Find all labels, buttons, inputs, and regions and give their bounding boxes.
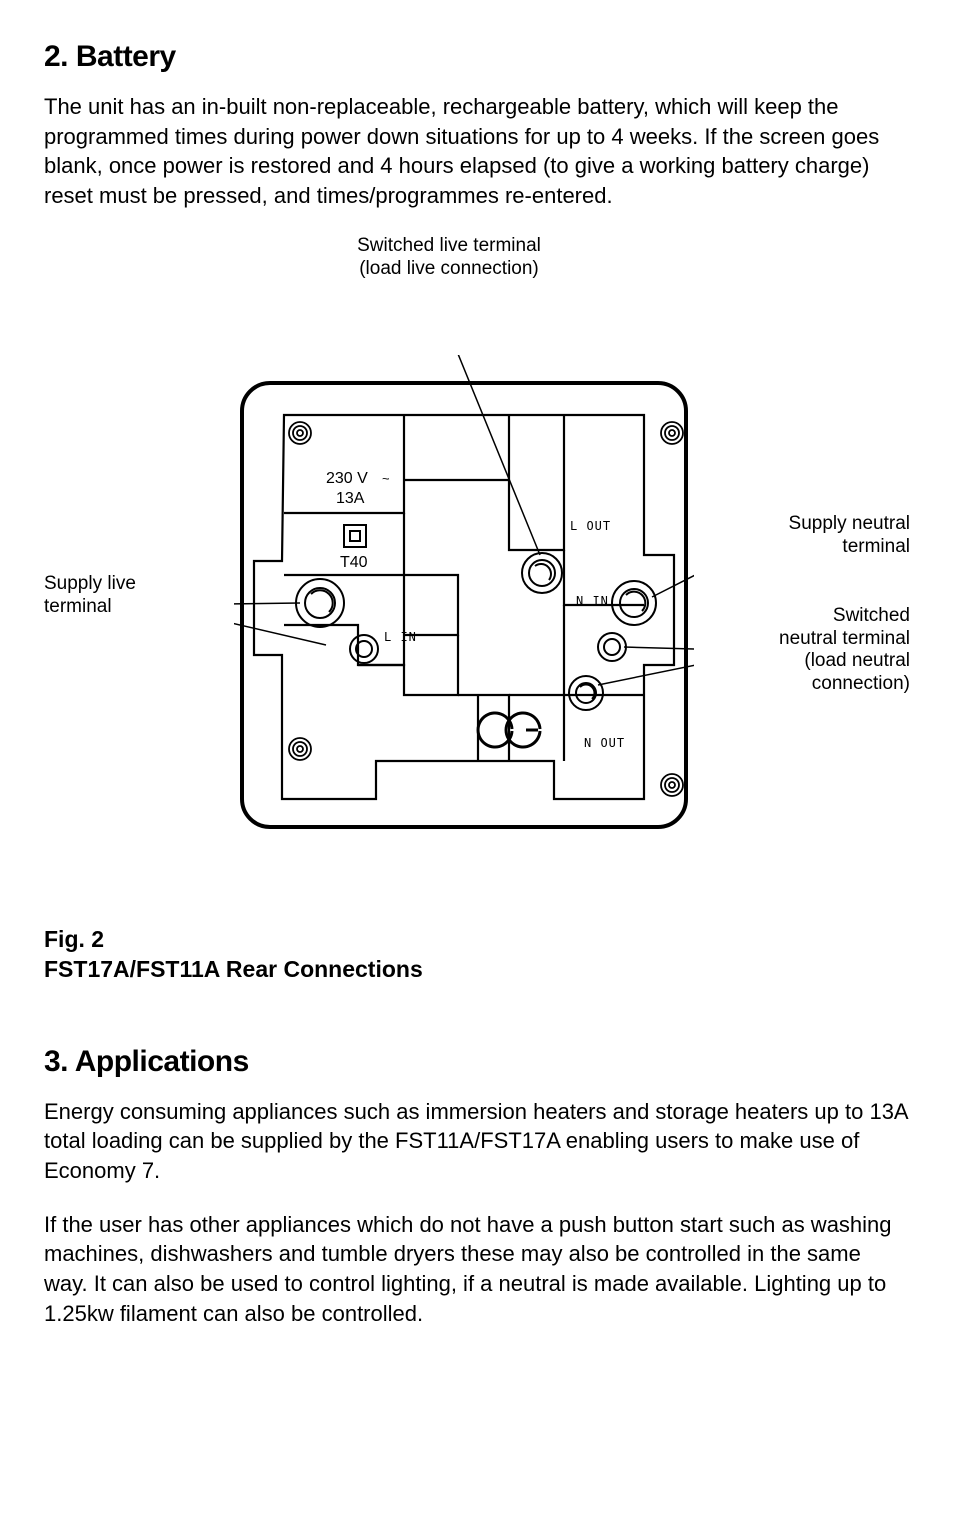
section-body: The unit has an in-built non-replaceable… (44, 92, 910, 211)
callout-line: neutral terminal (779, 628, 910, 649)
callout-supply-neutral: Supply neutral terminal (750, 513, 910, 559)
svg-text:T40: T40 (340, 554, 368, 571)
callout-line: Supply neutral (789, 513, 910, 534)
callout-switched-neutral: Switched neutral terminal (load neutral … (750, 605, 910, 696)
svg-text:13A: 13A (336, 490, 365, 507)
svg-text:N IN: N IN (576, 594, 609, 608)
callout-supply-live: Supply live terminal (44, 573, 154, 619)
section-heading: 3. Applications (44, 1045, 910, 1079)
svg-text:~: ~ (382, 471, 390, 486)
section-body: If the user has other appliances which d… (44, 1210, 910, 1329)
section-body: Energy consuming appliances such as imme… (44, 1097, 910, 1186)
figcap-line: FST17A/FST11A Rear Connections (44, 956, 423, 982)
wiring-diagram: Switched live terminal (load live connec… (44, 235, 910, 915)
section-heading: 2. Battery (44, 40, 910, 74)
svg-text:230 V: 230 V (326, 470, 368, 487)
svg-text:N OUT: N OUT (584, 736, 625, 750)
svg-text:L IN: L IN (384, 630, 417, 644)
callout-line: terminal (842, 536, 910, 557)
callout-line: terminal (44, 596, 112, 617)
callout-switched-live: Switched live terminal (load live connec… (334, 235, 564, 281)
callout-line: connection) (812, 673, 910, 694)
diagram-svg: 230 V ~ 13A T40 L OUT N IN L IN N OUT (234, 355, 694, 875)
figcap-line: Fig. 2 (44, 926, 104, 952)
callout-line: Switched (833, 605, 910, 626)
callout-line: Switched live terminal (357, 235, 541, 256)
callout-line: (load live connection) (359, 258, 539, 279)
callout-line: Supply live (44, 573, 136, 594)
callout-line: (load neutral (804, 650, 910, 671)
figure-caption: Fig. 2 FST17A/FST11A Rear Connections (44, 925, 910, 985)
svg-text:L OUT: L OUT (570, 519, 611, 533)
